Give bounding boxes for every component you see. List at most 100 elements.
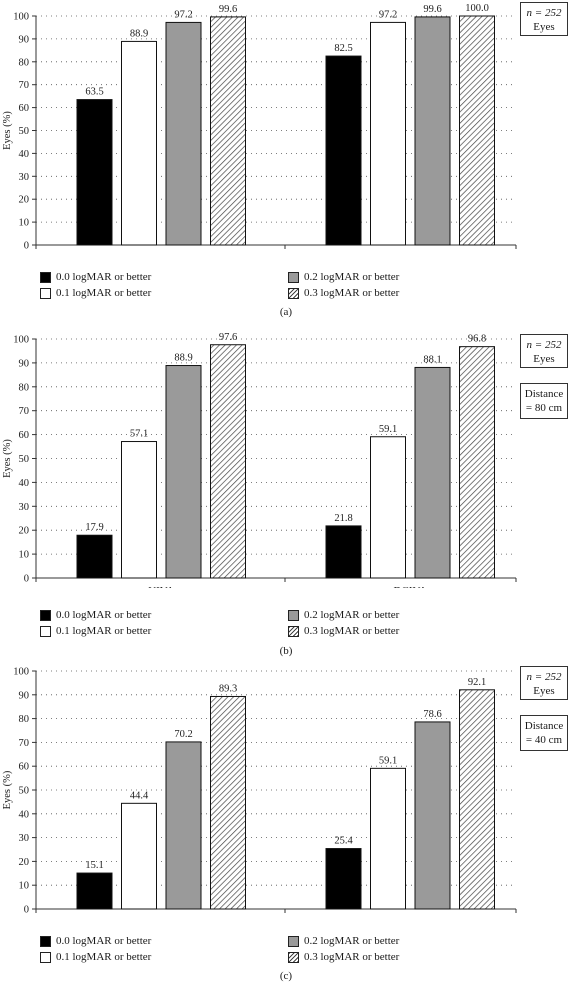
distance-box: Distance = 40 cm [520,715,568,751]
legend-label: 0.1 logMAR or better [56,287,152,299]
y-tick-label: 90 [19,34,30,45]
eyes-text: Eyes [533,21,555,33]
data-label: 96.8 [468,334,486,345]
y-tick-label: 30 [19,833,30,844]
data-label: 99.6 [423,4,441,15]
legend-swatch-black [40,609,51,621]
bar-unva-series-0 [76,872,113,910]
y-tick-label: 80 [19,714,30,725]
bar-udva-series-3 [210,16,246,246]
data-label: 63.5 [85,87,103,98]
y-axis-label: Eyes (%) [2,439,13,478]
y-axis-label: Eyes (%) [2,111,13,150]
legend-item: 0.1 logMAR or better [40,624,151,638]
legend-label: 0.0 logMAR or better [56,271,152,283]
data-label: 78.6 [423,709,441,720]
legend-label: 0.2 logMAR or better [304,271,400,283]
y-tick-label: 30 [19,172,30,183]
chart-panel-c: 0 10 20 30 40 50 60 70 80 90 100 Eyes (%) 15.1 44.4 70… [0,664,572,985]
data-label: 88.1 [423,354,441,365]
y-tick-label: 50 [19,126,30,137]
sample-size-text: n = 252 [526,671,562,683]
y-tick-label: 0 [24,241,29,251]
panel-label-c: (c) [279,970,293,982]
bar-unva-series-1 [121,802,157,910]
legend-item: 0.3 logMAR or better [288,286,399,300]
y-tick-label: 70 [19,80,30,91]
data-label: 89.3 [219,683,237,694]
legend-b: 0.0 logMAR or better 0.1 logMAR or better… [0,608,572,648]
bar-dcnva-series-1 [370,767,406,910]
bar-chart-svg-c: 0 10 20 30 40 50 60 70 80 90 100 Eyes (%) 15.1 44.4 70… [2,667,517,918]
category-label: UNVA [146,916,176,918]
y-tick-label: 90 [19,690,30,701]
data-label: 82.5 [334,43,352,54]
y-tick-label: 20 [19,526,30,537]
data-label: 59.1 [379,755,397,766]
legend-swatch-gray [288,271,299,283]
bar-dcnva-series-2 [414,721,451,910]
bar-cdva-series-0 [325,55,362,246]
bar-udva-series-1 [121,40,157,246]
legend-swatch-hatch [288,287,299,299]
y-axis-label: Eyes (%) [2,770,13,809]
y-tick-label: 70 [19,738,30,749]
legend-label: 0.0 logMAR or better [56,935,152,947]
legend-item: 0.0 logMAR or better [40,934,151,948]
bar-uiva-series-3 [210,344,246,579]
legend-item: 0.0 logMAR or better [40,270,151,284]
legend-label: 0.2 logMAR or better [304,935,400,947]
data-label: 57.1 [130,429,148,440]
chart-panel-b: 0 10 20 30 40 50 60 70 80 90 100 Eyes (%) 17.9 57.1 88… [0,332,572,662]
bar-dcnva-series-0 [325,848,362,910]
legend-label: 0.3 logMAR or better [304,287,400,299]
distance-label: Distance [524,388,564,400]
legend-swatch-hatch [288,625,299,637]
data-label: 17.9 [85,522,103,533]
legend-swatch-black [40,271,51,283]
bar-dciva-series-2 [414,366,451,579]
panel-label-a: (a) [279,306,293,318]
bar-udva-series-2 [165,21,202,246]
data-label: 25.4 [334,836,353,847]
data-label: 97.2 [379,9,397,20]
bar-dciva-series-3 [459,346,495,579]
data-label: 100.0 [465,3,489,14]
y-tick-label: 40 [19,478,30,489]
category-label: DCNVA [391,916,429,918]
legend-swatch-white [40,287,51,299]
legend-swatch-white [40,951,51,963]
sample-size-box: n = 252 Eyes [520,334,568,368]
distance-value: = 80 cm [525,402,563,414]
legend-item: 0.3 logMAR or better [288,950,399,964]
sample-size-box: n = 252 Eyes [520,666,568,700]
y-tick-label: 10 [19,218,30,229]
y-tick-label: 80 [19,382,30,393]
panel-label-b: (b) [279,645,293,657]
y-tick-label: 100 [13,667,29,678]
y-tick-label: 10 [19,881,30,892]
bar-chart-svg-a: 0 10 20 30 40 50 60 70 80 90 100 Eyes (%) 63.5 88.9 97… [2,3,517,251]
y-tick-label: 30 [19,502,30,513]
y-tick-label: 0 [24,905,29,916]
legend-swatch-hatch [288,951,299,963]
y-tick-label: 70 [19,406,30,417]
legend-swatch-black [40,935,51,947]
y-tick-label: 20 [19,857,30,868]
data-label: 15.1 [85,860,103,871]
legend-label: 0.1 logMAR or better [56,625,152,637]
bar-cdva-series-2 [414,16,451,246]
legend-swatch-white [40,625,51,637]
distance-value: = 40 cm [525,734,563,746]
legend-label: 0.0 logMAR or better [56,609,152,621]
y-tick-label: 60 [19,430,30,441]
y-tick-label: 40 [19,149,30,160]
legend-swatch-gray [288,935,299,947]
bar-cdva-series-3 [459,15,495,246]
chart-panel-a: 0 10 20 30 40 50 60 70 80 90 100 Eyes (%) 63.5 88.9 97… [0,0,572,322]
y-tick-label: 20 [19,195,30,206]
legend-item: 0.2 logMAR or better [288,270,399,284]
sample-size-text: n = 252 [526,339,562,351]
bar-uiva-series-0 [76,534,113,579]
legend-a: 0.0 logMAR or better 0.1 logMAR or better… [0,270,572,310]
